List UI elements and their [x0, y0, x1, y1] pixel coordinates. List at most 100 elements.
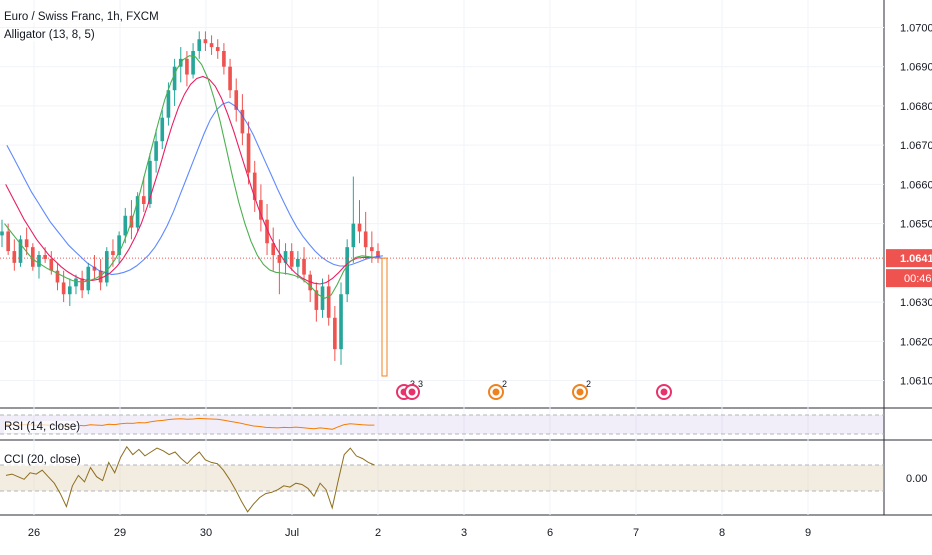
alligator-label: Alligator (13, 8, 5) [4, 29, 95, 41]
candle-body [49, 258, 54, 271]
candle-body [197, 39, 202, 51]
countdown-value: 00:46 [904, 273, 932, 285]
candle-body [166, 90, 171, 118]
candle-body [12, 251, 17, 263]
candle-body [148, 160, 152, 204]
candle-body [314, 290, 319, 310]
price-tick-label: 1.06300 [900, 297, 932, 309]
candle-body [326, 286, 331, 318]
time-tick-label: 7 [633, 527, 639, 539]
candle-body [228, 66, 232, 91]
alligator-lips-line [4, 55, 381, 299]
last-price-marker [886, 249, 932, 268]
time-tick-label: 30 [200, 527, 212, 539]
candle-body [154, 141, 158, 161]
candle-body [141, 196, 146, 204]
candle-body [277, 255, 282, 263]
candle-body [357, 223, 362, 232]
candle-body [271, 243, 276, 255]
alligator-teeth-line [5, 75, 382, 285]
candle-body [61, 282, 66, 295]
rsi-label: RSI (14, close) [4, 421, 81, 433]
candle-body [351, 223, 356, 248]
event-badge-dot [408, 388, 416, 396]
candle-body [345, 247, 349, 295]
candle-body [0, 231, 4, 236]
event-badge-dot [576, 388, 584, 396]
candle-body [43, 255, 47, 259]
candle-body [240, 109, 245, 134]
price-tick-label: 1.06100 [900, 376, 932, 388]
candle-body [302, 258, 306, 275]
price-tick-label: 1.06600 [900, 179, 932, 191]
candle-body [80, 278, 84, 291]
candle-body [123, 215, 128, 236]
time-tick-label: 3 [461, 527, 467, 539]
candle-body [74, 278, 78, 287]
candle-body [55, 270, 60, 283]
cci-zero-label: 0.00 [906, 473, 927, 485]
candle-body [363, 231, 368, 248]
candle-body [135, 196, 140, 228]
cci-line [5, 445, 375, 513]
candle-body [320, 286, 325, 310]
event-badge-dot [660, 388, 668, 396]
projection-bracket [381, 257, 388, 377]
candle-body [92, 266, 97, 271]
price-tick-label: 1.06700 [900, 140, 932, 152]
event-badge-count: 3 [410, 379, 415, 389]
rsi-band [0, 415, 884, 434]
candle-body [283, 251, 288, 263]
candle-body [185, 58, 189, 75]
time-tick-label: 26 [28, 527, 40, 539]
price-tick-label: 1.06500 [900, 219, 932, 231]
last-price-value: 1.06412 [900, 253, 932, 265]
cci-label: CCI (20, close) [4, 454, 81, 466]
time-tick-label: 9 [805, 527, 811, 539]
time-tick-label: 8 [719, 527, 725, 539]
candle-body [6, 231, 10, 252]
candle-body [222, 51, 226, 67]
cci-band [0, 465, 884, 491]
candle-body [246, 133, 251, 173]
candle-body [339, 294, 343, 350]
candle-body [209, 43, 214, 48]
time-tick-label: 29 [114, 527, 126, 539]
candle-body [104, 251, 109, 283]
candle-body [259, 200, 263, 220]
event-badge-count: 2 [586, 379, 591, 389]
candle-body [160, 117, 165, 142]
event-badge-dot [492, 388, 500, 396]
candle-body [18, 239, 23, 263]
candle-body [172, 66, 177, 91]
candle-body [24, 239, 29, 248]
price-tick-label: 1.06200 [900, 336, 932, 348]
candle-body [67, 286, 72, 295]
time-tick-label: 2 [375, 527, 381, 539]
price-tick-label: 1.07000 [900, 22, 932, 34]
candle-body [289, 251, 294, 267]
price-tick-label: 1.06800 [900, 101, 932, 113]
candle-body [111, 251, 115, 255]
candle-body [265, 219, 269, 244]
alligator-jaw-line [6, 101, 383, 276]
candle-body [117, 235, 121, 255]
candle-body [252, 172, 257, 201]
candle-body [191, 51, 195, 75]
candle-body [203, 39, 208, 44]
countdown-marker [886, 269, 932, 288]
candle-body [234, 90, 239, 110]
candle-body [296, 258, 300, 267]
candle-body [370, 247, 374, 252]
candle-body [98, 270, 103, 283]
event-badge-count: 3 [418, 379, 423, 389]
event-badge-count: 2 [502, 379, 507, 389]
time-tick-label: Jul [285, 527, 299, 539]
candle-body [308, 274, 313, 291]
candle-body [333, 317, 337, 350]
candle-body [86, 266, 91, 291]
candle-body [215, 47, 220, 51]
